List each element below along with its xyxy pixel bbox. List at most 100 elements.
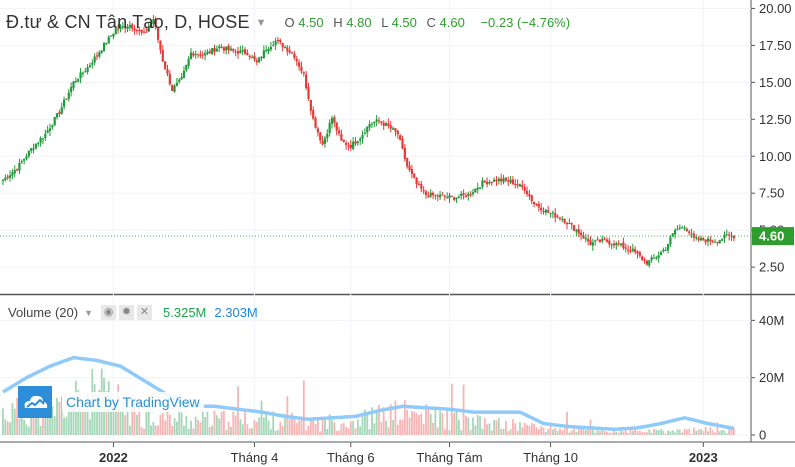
volume-bar: [23, 419, 26, 435]
candle-body: [316, 128, 319, 133]
candle-body: [232, 48, 235, 51]
candle-body: [173, 85, 176, 92]
watermark-text: Chart by TradingView: [62, 392, 204, 412]
price-tick-label: 2.50: [759, 260, 784, 275]
volume-bar: [131, 393, 134, 435]
candle-body: [488, 181, 491, 184]
candle-body: [406, 158, 409, 167]
volume-bar: [556, 430, 559, 435]
candle-body: [431, 192, 435, 196]
volume-bar: [65, 416, 68, 435]
volume-bar: [230, 426, 232, 435]
volume-bar: [688, 428, 691, 435]
candle-body: [63, 99, 66, 107]
candle-body: [347, 145, 350, 147]
volume-bar: [213, 410, 216, 435]
candle-body: [528, 194, 531, 197]
symbol-title[interactable]: Đ.tư & CN Tân Tạo, D, HOSE: [6, 12, 250, 32]
chevron-down-icon[interactable]: ▼: [255, 16, 267, 29]
candle-body: [551, 212, 554, 214]
candle-body: [194, 54, 197, 56]
candle-body: [13, 170, 16, 174]
eye-icon[interactable]: ◉: [101, 305, 117, 320]
candle-body: [587, 238, 590, 242]
candle-body: [288, 50, 291, 53]
volume-bar: [690, 433, 693, 435]
candle-body: [171, 84, 174, 91]
volume-bar: [657, 430, 660, 435]
volume-bar: [582, 426, 585, 435]
candle-body: [624, 247, 627, 249]
volume-bar: [591, 429, 594, 435]
volume-bar: [695, 430, 698, 435]
candle-body: [236, 51, 240, 54]
candle-body: [102, 42, 106, 52]
candle-body: [112, 33, 115, 37]
volume-bar: [246, 424, 249, 435]
candle-body: [88, 65, 92, 67]
volume-bar: [448, 430, 451, 435]
volume-bar: [627, 433, 629, 435]
volume-bar: [420, 413, 423, 435]
volume-bar: [138, 395, 141, 435]
volume-bar: [312, 418, 315, 435]
candle-body: [657, 255, 660, 259]
candle-body: [81, 72, 84, 74]
volume-bar: [460, 430, 463, 435]
candle-body: [584, 237, 587, 240]
volume-title[interactable]: Volume (20): [8, 305, 79, 320]
candle-body: [674, 230, 677, 235]
volume-bar: [166, 408, 169, 435]
candle-body: [462, 193, 465, 195]
candle-body: [676, 228, 679, 230]
candle-body: [95, 55, 99, 57]
candle-body: [387, 123, 390, 126]
volume-bar: [67, 403, 70, 435]
candle-body: [542, 211, 545, 213]
volume-bar: [702, 431, 705, 435]
volume-bar: [16, 397, 18, 435]
close-value: 4.60: [439, 15, 465, 30]
volume-bar: [683, 428, 686, 435]
candle-body: [345, 142, 348, 145]
candle-body: [363, 132, 366, 134]
chevron-down-icon[interactable]: ▼: [84, 307, 94, 318]
high-label: H: [333, 15, 343, 30]
candle-body: [46, 130, 49, 133]
candle-body: [730, 235, 733, 237]
candle-body: [93, 56, 96, 63]
candle-body: [619, 243, 623, 245]
candle-body: [533, 201, 536, 205]
candle-body: [471, 192, 475, 195]
candle-body: [704, 239, 707, 243]
candle-body: [67, 92, 70, 99]
candle-body: [354, 141, 357, 144]
candle-body: [187, 58, 190, 66]
close-icon[interactable]: ✕: [137, 305, 153, 320]
volume-bar: [380, 422, 383, 435]
volume-bar: [359, 426, 362, 435]
volume-bar: [159, 414, 162, 435]
volume-bar: [180, 412, 183, 435]
candle-body: [446, 197, 449, 199]
candle-body: [429, 192, 432, 197]
volume-bar: [660, 428, 662, 435]
volume-bar: [711, 430, 714, 435]
volume-bar: [98, 389, 101, 435]
candle-body: [638, 252, 641, 256]
volume-bar: [232, 411, 235, 435]
volume-bar: [56, 397, 58, 435]
candle-body: [356, 141, 359, 144]
candle-body: [561, 218, 564, 220]
candle-body: [678, 227, 681, 229]
gear-icon[interactable]: ✹: [119, 305, 135, 320]
candle-body: [55, 113, 59, 118]
volume-bar: [272, 411, 275, 435]
candle-body: [530, 195, 533, 202]
candle-body: [669, 237, 672, 245]
candle-body: [666, 244, 670, 251]
tradingview-watermark[interactable]: Chart by TradingView: [18, 386, 204, 418]
candle-body: [476, 187, 479, 190]
candle-body: [131, 24, 134, 29]
